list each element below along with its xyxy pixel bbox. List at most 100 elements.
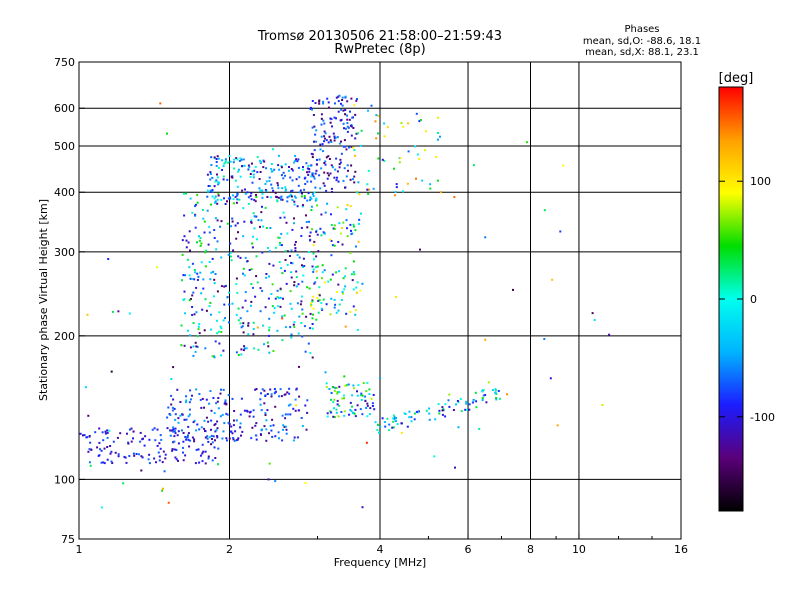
data-point	[444, 415, 447, 418]
data-point	[263, 402, 266, 405]
data-point	[216, 420, 219, 423]
data-point	[166, 416, 169, 419]
data-point	[242, 349, 245, 352]
data-point	[246, 310, 249, 313]
data-point	[356, 281, 359, 284]
data-point	[223, 162, 226, 165]
data-point	[185, 438, 188, 441]
data-point	[232, 161, 235, 164]
data-point	[289, 176, 292, 179]
data-point	[336, 170, 339, 173]
data-point	[306, 199, 309, 202]
data-point	[355, 291, 358, 294]
data-point	[261, 251, 264, 254]
data-point	[194, 214, 197, 217]
data-point	[453, 196, 456, 198]
data-point	[207, 440, 210, 443]
data-point	[356, 404, 359, 407]
data-point	[135, 453, 138, 455]
data-point	[190, 277, 193, 280]
data-point	[407, 122, 410, 125]
data-point	[106, 436, 109, 439]
data-point	[410, 420, 413, 423]
data-point	[268, 329, 271, 332]
data-point	[473, 399, 476, 402]
data-point	[344, 384, 347, 387]
data-point	[256, 281, 259, 284]
data-point	[394, 191, 397, 193]
data-point	[100, 506, 103, 509]
data-point	[228, 154, 231, 157]
data-point	[139, 431, 142, 434]
data-point	[339, 161, 342, 164]
data-point	[263, 389, 266, 392]
data-point	[257, 348, 260, 351]
data-point	[210, 164, 213, 166]
data-point	[351, 394, 354, 397]
data-point	[170, 403, 173, 406]
data-point	[484, 236, 487, 239]
data-point	[247, 202, 250, 205]
data-point	[196, 193, 199, 196]
data-point	[269, 196, 272, 199]
data-point	[281, 187, 284, 190]
data-point	[195, 388, 198, 391]
data-point	[279, 196, 282, 199]
data-point	[268, 250, 271, 253]
data-point	[293, 436, 296, 439]
data-point	[255, 196, 258, 198]
data-point	[284, 413, 287, 416]
data-point	[344, 325, 347, 328]
data-point	[372, 394, 375, 396]
data-point	[196, 272, 199, 275]
data-point	[192, 291, 195, 294]
data-point	[104, 432, 107, 435]
data-point	[191, 262, 194, 265]
data-point	[394, 419, 397, 422]
data-point	[438, 409, 441, 412]
data-point	[204, 347, 207, 350]
data-point	[169, 414, 172, 416]
data-point	[238, 198, 241, 201]
data-point	[234, 179, 237, 182]
data-point	[435, 156, 438, 158]
data-point	[296, 254, 299, 257]
data-point	[353, 273, 356, 276]
y-tick-label: 500	[54, 140, 75, 153]
data-point	[267, 297, 270, 300]
data-point	[349, 310, 352, 313]
data-point	[177, 459, 179, 462]
data-point	[317, 250, 320, 253]
data-point	[216, 173, 218, 176]
data-point	[344, 267, 347, 270]
data-point	[282, 171, 285, 174]
data-point	[265, 227, 268, 229]
data-point	[183, 344, 186, 347]
data-point	[330, 118, 333, 121]
data-point	[337, 180, 340, 183]
data-point	[333, 116, 336, 119]
data-point	[272, 148, 275, 151]
data-point	[323, 135, 326, 138]
data-point	[210, 409, 213, 412]
data-point	[201, 397, 204, 400]
data-point	[327, 280, 330, 283]
data-point	[549, 377, 552, 380]
data-point	[198, 428, 201, 431]
data-point	[103, 462, 106, 465]
data-point	[249, 195, 252, 197]
data-point	[413, 418, 416, 421]
data-point	[464, 408, 467, 411]
data-point	[189, 346, 192, 349]
data-point	[174, 418, 177, 421]
data-point	[111, 462, 114, 464]
data-point	[156, 428, 159, 431]
data-point	[274, 405, 277, 408]
data-point	[172, 426, 175, 429]
data-point	[206, 435, 209, 438]
data-point	[277, 164, 280, 167]
data-point	[278, 395, 281, 398]
data-point	[376, 429, 379, 432]
data-point	[324, 211, 327, 214]
data-point	[247, 168, 250, 171]
